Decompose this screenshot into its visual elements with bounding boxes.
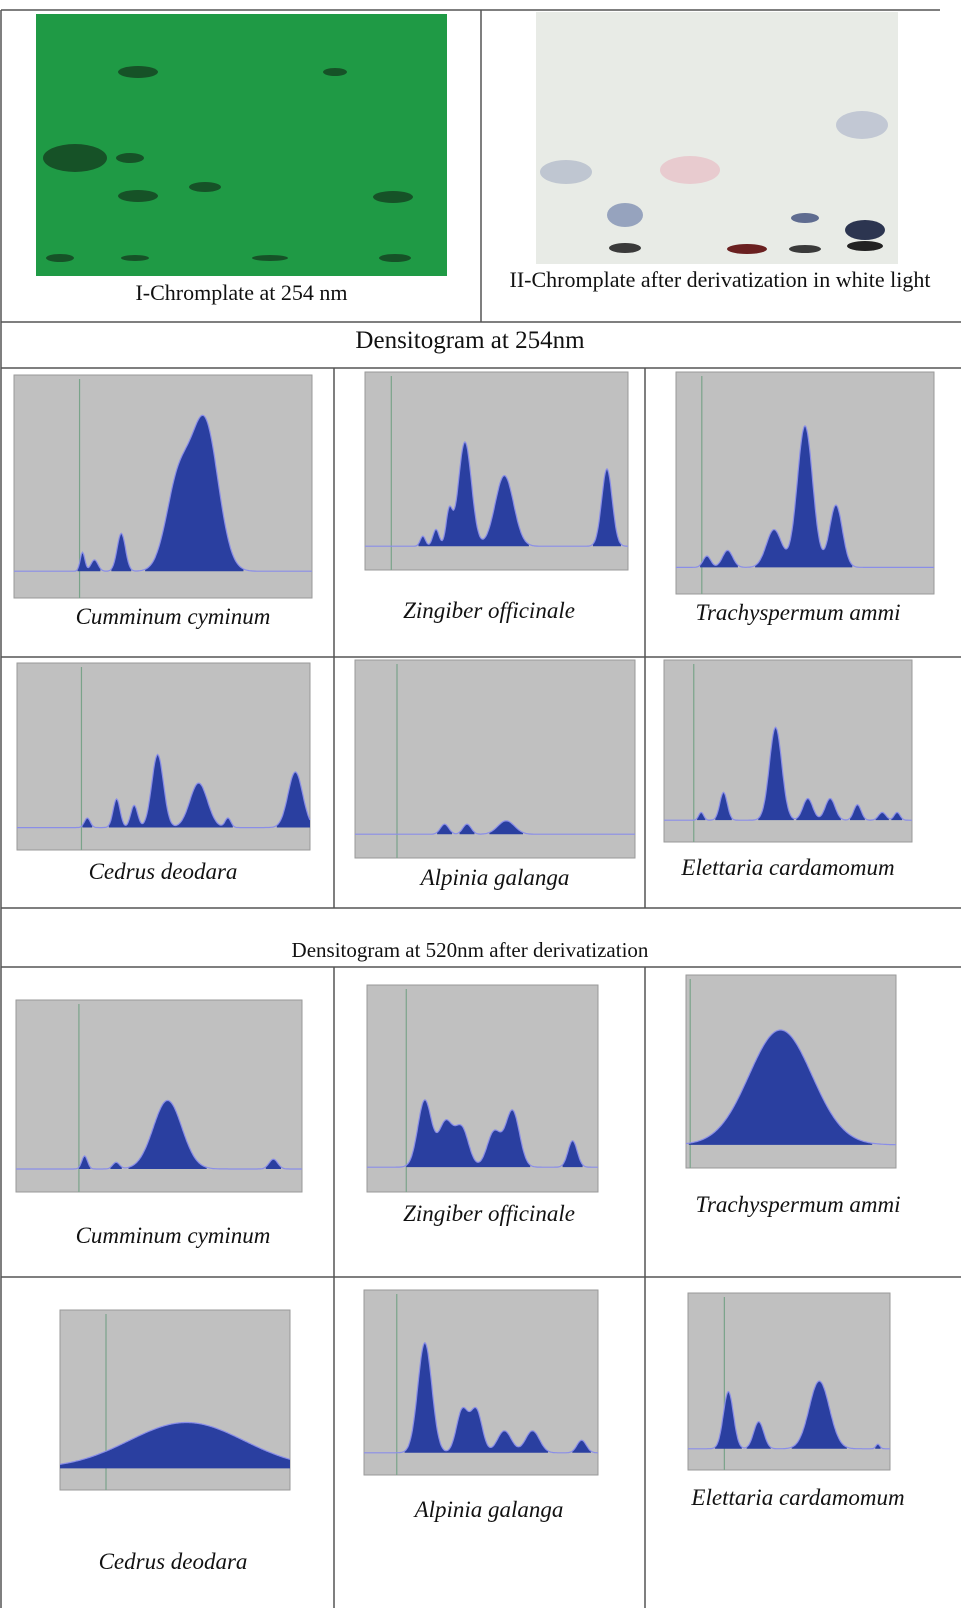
- trace: [364, 1341, 598, 1454]
- densitogram-plot: [663, 659, 913, 843]
- densitogram-plot: [354, 659, 636, 859]
- trace: [367, 1099, 598, 1168]
- trace: [688, 1380, 890, 1450]
- peak: [128, 1100, 207, 1169]
- caption: II-Chromplate after derivatization in wh…: [509, 267, 931, 292]
- trace: [365, 441, 628, 547]
- peak: [850, 804, 865, 821]
- peak: [108, 754, 233, 828]
- section-title: Densitogram at 520nm after derivatizatio…: [291, 938, 649, 962]
- peak: [82, 818, 93, 828]
- trace: [685, 1029, 896, 1146]
- panel-caption: Cumminum cyminum: [75, 1223, 271, 1248]
- panel-caption: Alpinia galanga: [414, 1497, 564, 1522]
- trace: [59, 1421, 291, 1465]
- peak: [688, 1030, 873, 1145]
- peak: [791, 1381, 847, 1449]
- panel-caption: Trachyspermum ammi: [695, 600, 901, 625]
- peak: [746, 1421, 771, 1449]
- peak: [592, 468, 621, 547]
- peak: [145, 415, 244, 572]
- peak: [418, 441, 529, 547]
- table-borders: [0, 9, 961, 1608]
- peak: [755, 425, 853, 568]
- trace: [16, 1099, 302, 1170]
- peak: [60, 1422, 290, 1469]
- trace: [14, 414, 312, 572]
- peak: [110, 1162, 122, 1169]
- trace: [355, 820, 635, 835]
- panel-caption: Cedrus deodara: [88, 859, 238, 884]
- panel-caption: Cedrus deodara: [98, 1549, 248, 1574]
- peak: [111, 533, 132, 572]
- chromplate-uv: [36, 14, 447, 276]
- panel-caption: Zingiber officinale: [403, 1201, 575, 1226]
- panel-caption: Zingiber officinale: [403, 598, 575, 623]
- peak: [714, 1391, 742, 1449]
- peak: [77, 552, 101, 572]
- peak: [78, 1155, 91, 1169]
- peak: [459, 824, 475, 835]
- trace: [664, 726, 912, 821]
- panel-caption: Elettaria cardamomum: [691, 1485, 905, 1510]
- panel-caption: Elettaria cardamomum: [681, 855, 895, 880]
- panel-caption: Cumminum cyminum: [75, 604, 271, 629]
- peak: [437, 824, 453, 835]
- trace: [676, 424, 934, 569]
- panel-caption: Trachyspermum ammi: [695, 1192, 901, 1217]
- chromplate-white: [536, 12, 898, 264]
- caption: I-Chromplate at 254 nm: [135, 280, 348, 305]
- peak: [875, 812, 889, 821]
- peak: [265, 1159, 282, 1169]
- peak: [276, 771, 310, 828]
- peak: [796, 798, 841, 821]
- peak: [406, 1099, 531, 1168]
- peak: [572, 1440, 591, 1453]
- panel-caption: Alpinia galanga: [420, 865, 570, 890]
- peak: [404, 1342, 549, 1453]
- uv-spots: [43, 66, 413, 262]
- section-title: Densitogram at 254nm: [355, 327, 585, 354]
- peak: [891, 812, 903, 821]
- peak: [562, 1140, 583, 1168]
- peak: [715, 792, 732, 821]
- peak: [758, 727, 794, 821]
- peak: [489, 820, 523, 835]
- peak: [697, 812, 706, 821]
- trace: [17, 753, 311, 829]
- peak: [700, 550, 738, 568]
- white-spots: [540, 111, 888, 254]
